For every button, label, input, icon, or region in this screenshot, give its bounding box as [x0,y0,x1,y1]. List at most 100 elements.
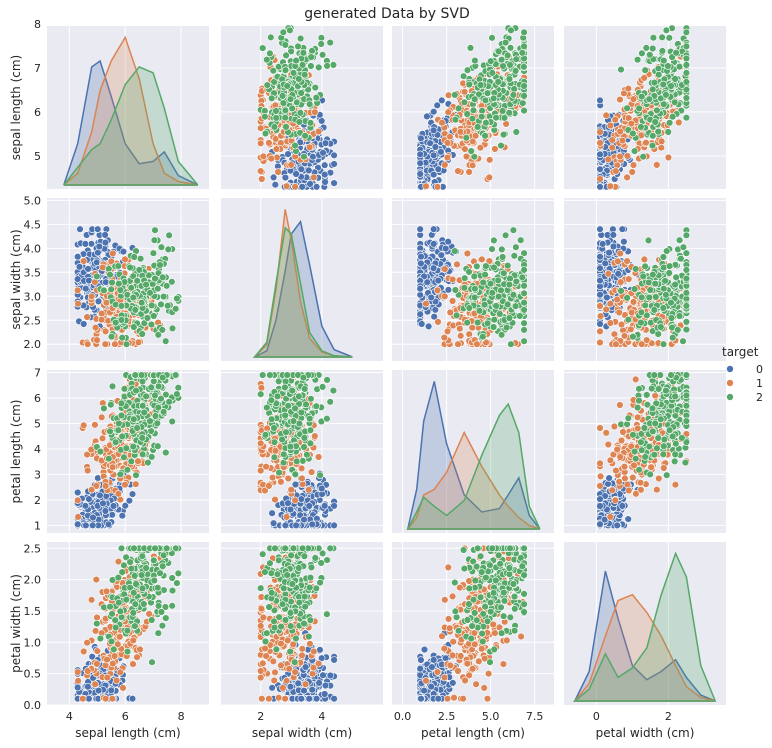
scatter-point-class-0 [96,491,104,500]
scatter-point-class-2 [291,141,299,150]
scatter-point-class-2 [641,262,649,270]
scatter-point-class-1 [91,421,99,429]
scatter-point-class-1 [485,173,493,182]
scatter-point-class-1 [97,316,106,324]
scatter-point-class-0 [85,276,93,285]
scatter-point-class-1 [602,305,610,314]
scatter-point-class-2 [516,236,525,244]
scatter-point-class-2 [503,323,511,332]
scatter-point-class-1 [448,275,457,284]
scatter-point-class-2 [138,434,147,442]
scatter-point-class-2 [107,285,115,294]
scatter-point-class-0 [416,285,424,293]
scatter-point-class-2 [480,300,489,309]
scatter-point-class-2 [645,293,653,302]
scatter-point-class-0 [330,160,338,168]
scatter-point-class-0 [416,310,424,318]
scatter-point-class-2 [495,292,503,301]
scatter-point-class-2 [129,442,138,451]
scatter-point-class-2 [662,91,670,99]
scatter-point-class-2 [675,62,684,71]
scatter-point-class-2 [308,47,316,55]
scatter-point-class-2 [154,382,163,390]
scatter-point-class-2 [649,271,657,279]
scatter-point-class-2 [469,106,478,115]
scatter-point-class-2 [154,442,162,450]
scatter-point-class-2 [136,255,145,263]
scatter-point-class-2 [115,280,123,288]
scatter-point-class-2 [111,438,120,446]
scatter-point-class-2 [659,80,667,89]
scatter-point-class-2 [664,128,672,136]
scatter-point-class-2 [648,44,657,53]
scatter-point-class-0 [418,320,426,328]
scatter-point-class-1 [617,320,626,329]
panel-r1-c1 [221,198,383,361]
scatter-point-class-2 [138,330,146,338]
scatter-point-class-2 [117,302,126,310]
scatter-point-class-2 [654,330,662,338]
scatter-point-class-0 [81,502,90,510]
scatter-point-class-0 [82,521,90,530]
scatter-point-class-0 [605,249,613,257]
scatter-point-class-1 [443,139,452,147]
scatter-point-class-1 [627,308,636,317]
y-tick-label: 2.5 [24,314,42,327]
panel-background [47,26,209,189]
scatter-point-class-1 [629,298,638,306]
scatter-point-class-2 [617,65,625,74]
scatter-point-class-0 [93,225,102,233]
scatter-point-class-2 [123,466,132,474]
scatter-point-class-2 [520,306,528,314]
scatter-point-class-0 [430,225,438,233]
scatter-point-class-2 [93,272,101,281]
scatter-point-class-1 [612,167,620,175]
scatter-point-class-2 [520,299,528,307]
scatter-point-class-2 [650,78,659,87]
scatter-point-class-2 [481,96,490,105]
scatter-point-class-2 [520,282,528,290]
scatter-point-class-1 [441,265,449,273]
scatter-point-class-1 [640,74,648,82]
scatter-point-class-1 [433,286,442,294]
y-tick-label: 3.0 [24,290,42,303]
scatter-point-class-1 [257,167,265,175]
scatter-point-class-2 [659,304,667,312]
scatter-point-class-0 [292,170,300,178]
scatter-point-class-2 [159,408,168,416]
scatter-point-class-1 [98,434,107,442]
scatter-point-class-2 [659,340,668,348]
scatter-point-class-2 [148,453,156,461]
scatter-point-class-0 [95,242,104,251]
scatter-point-class-0 [286,505,295,514]
scatter-point-class-1 [448,297,457,305]
scatter-point-class-2 [662,291,670,299]
scatter-point-class-2 [657,323,665,331]
panel-r0-c1 [221,24,383,191]
scatter-point-class-2 [451,247,459,255]
scatter-point-class-2 [451,91,459,99]
scatter-point-class-1 [629,95,638,103]
scatter-point-class-2 [637,308,646,316]
scatter-point-class-2 [292,56,300,65]
scatter-point-class-1 [616,127,624,136]
scatter-point-class-2 [682,42,691,51]
scatter-point-class-1 [627,325,635,333]
scatter-point-class-2 [501,38,510,47]
scatter-point-class-1 [134,457,142,465]
scatter-point-class-2 [151,412,160,420]
scatter-point-class-2 [157,395,165,403]
scatter-point-class-1 [620,332,629,340]
scatter-point-class-2 [140,408,148,417]
scatter-point-class-1 [614,257,622,266]
y-tick-label: 8 [34,18,41,31]
scatter-point-class-1 [258,175,266,183]
y-tick-label: 5 [34,417,41,430]
scatter-point-class-2 [100,404,108,413]
scatter-point-class-2 [682,302,691,310]
scatter-point-class-1 [314,127,323,136]
scatter-point-class-0 [430,240,438,248]
scatter-point-class-1 [83,340,92,348]
scatter-point-class-2 [127,457,136,466]
scatter-point-class-2 [671,280,679,289]
